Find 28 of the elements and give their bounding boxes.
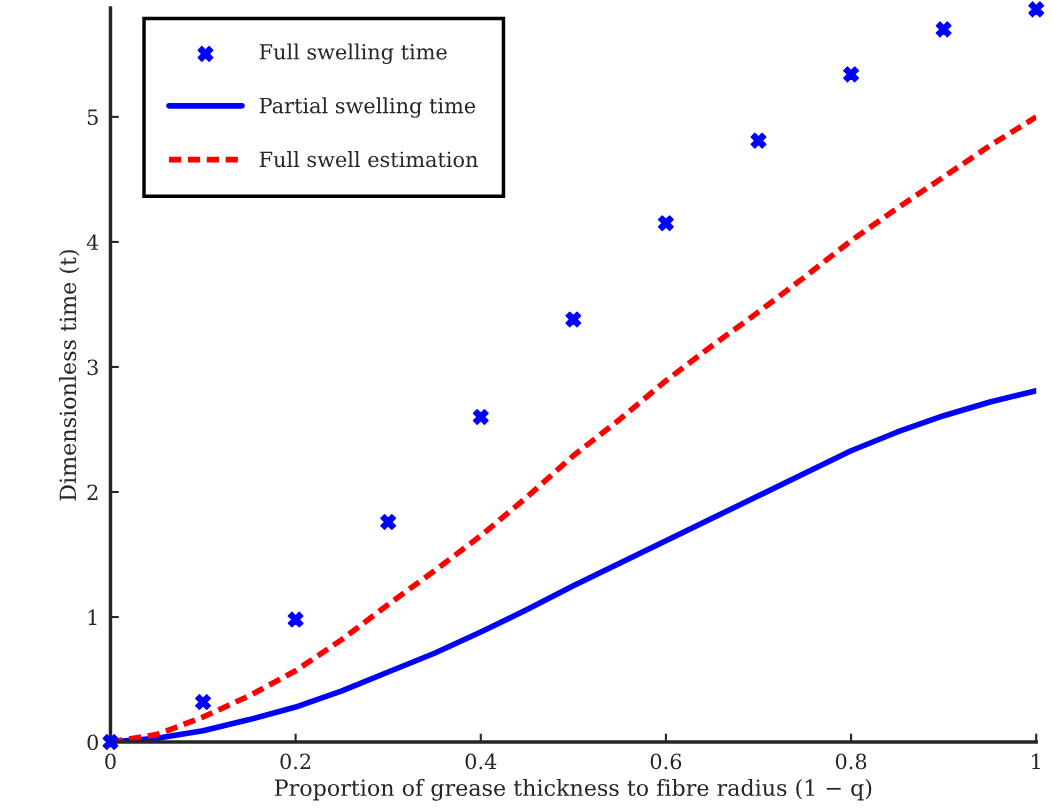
y-tick-label: 1 bbox=[88, 609, 97, 625]
y-tick-label: 4 bbox=[86, 234, 99, 250]
point bbox=[935, 21, 952, 38]
y-tick-label: 3 bbox=[87, 359, 98, 376]
point bbox=[1028, 1, 1045, 18]
x-tick-label: 0.6 bbox=[650, 753, 682, 770]
point bbox=[657, 215, 674, 232]
legend-label: Partial swelling time bbox=[259, 97, 476, 118]
legend-label: Full swell estimation bbox=[259, 151, 478, 168]
legend-label: Full swelling time bbox=[259, 43, 447, 64]
x-axis-title: Proportion of grease thickness to fibre radius (1 − q) bbox=[274, 778, 872, 801]
x-tick-label: 0 bbox=[105, 753, 116, 770]
y-tick-label: 2 bbox=[87, 484, 98, 500]
y-axis-title: Dimensionless time (t) bbox=[59, 250, 80, 501]
point bbox=[750, 132, 767, 149]
point bbox=[472, 408, 489, 425]
x-tick-label: 0.4 bbox=[465, 753, 497, 770]
point bbox=[565, 311, 582, 328]
x-tick-label: 0.2 bbox=[280, 753, 311, 770]
x-tick-label: 0.8 bbox=[835, 753, 867, 770]
y-tick-label: 5 bbox=[87, 109, 98, 126]
point bbox=[195, 694, 212, 711]
y-tick-label: 0 bbox=[87, 734, 98, 751]
point bbox=[287, 611, 304, 628]
point bbox=[843, 66, 860, 83]
x-tick-label: 1 bbox=[1032, 753, 1040, 770]
point bbox=[380, 514, 397, 530]
point bbox=[102, 734, 119, 751]
